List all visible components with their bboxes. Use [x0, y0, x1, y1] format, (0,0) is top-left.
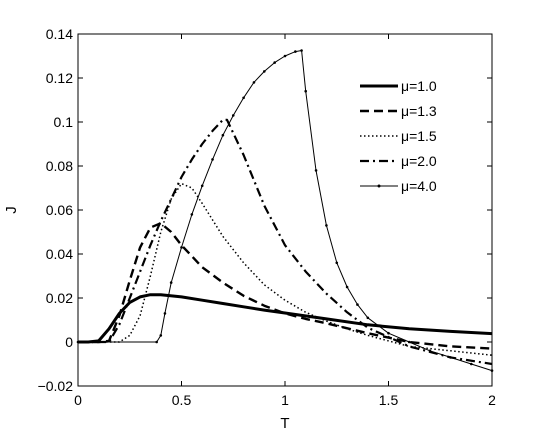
y-tick-label: 0.14: [46, 26, 73, 42]
series-point: [273, 61, 276, 64]
series-point: [304, 89, 308, 93]
legend: μ=1.0 μ=1.3 μ=1.5 μ=2.0 μ=4.0: [360, 78, 437, 194]
legend-label: μ=1.5: [401, 128, 437, 144]
series-line-3: [78, 182, 493, 356]
y-axis-label: J: [3, 206, 20, 214]
series-point: [211, 158, 214, 161]
series-point: [221, 133, 225, 137]
y-tick-label: 0.06: [46, 202, 73, 218]
legend-label: μ=1.3: [401, 103, 437, 119]
legend-label: μ=4.0: [401, 178, 437, 194]
y-tick-label: 0.04: [46, 246, 73, 262]
series-point: [200, 184, 204, 188]
series-point: [428, 349, 432, 353]
series-point: [470, 362, 473, 366]
series-point: [335, 261, 339, 265]
series-point: [356, 303, 359, 306]
series-point: [263, 70, 266, 73]
y-tick-label: 0: [65, 334, 73, 350]
series-point: [242, 96, 245, 100]
series-point: [180, 246, 183, 249]
x-tick-label: 0: [74, 392, 82, 408]
series-point: [163, 312, 167, 315]
series-point: [231, 114, 235, 117]
series-point: [169, 281, 173, 284]
series-point: [345, 285, 349, 289]
legend-label: μ=2.0: [401, 153, 437, 169]
series-point: [283, 54, 287, 58]
y-tick-label: −0.02: [38, 378, 74, 394]
series-point: [190, 213, 194, 216]
series-line-2: [78, 222, 493, 350]
y-tick-label: 0.02: [46, 290, 73, 306]
series-point: [366, 316, 370, 320]
series-point: [449, 356, 452, 359]
series-point: [252, 81, 256, 84]
x-tick-label: 1.5: [379, 392, 399, 408]
y-tick-label: 0.12: [46, 70, 73, 86]
series-point: [387, 331, 390, 335]
series-line-4: [78, 118, 493, 366]
x-tick-label: 2: [488, 392, 496, 408]
ticks-layer: 0 0.5 1 1.5 2−0.0200.020.040.060.080.10.120.…: [38, 26, 497, 408]
series-point: [294, 50, 297, 53]
y-tick-label: 0.08: [46, 158, 73, 174]
x-tick-label: 0.5: [172, 392, 192, 408]
x-tick-label: 1: [281, 392, 289, 408]
x-axis-label: T: [280, 415, 289, 432]
legend-label: μ=1.0: [401, 78, 437, 94]
series-point: [314, 169, 318, 172]
series-layer: [76, 49, 494, 372]
y-tick-label: 0.1: [54, 114, 74, 130]
legend-swatch-marker: [377, 184, 381, 188]
series-point: [155, 340, 158, 344]
series-point: [300, 49, 303, 52]
series-point: [407, 340, 411, 344]
series-point: [325, 224, 328, 227]
series-point: [159, 334, 163, 337]
